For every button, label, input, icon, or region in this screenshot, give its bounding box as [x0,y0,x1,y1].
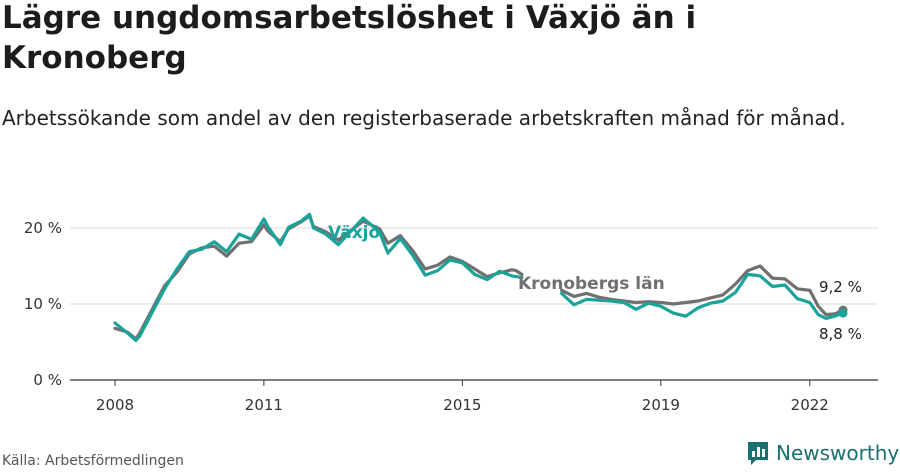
x-tick-label-2008: 2008 [96,396,134,414]
y-tick-label-10: 10 % [24,295,62,313]
y-tick-label-0: 0 % [33,371,62,389]
x-tick-label-2015: 2015 [443,396,481,414]
x-tick-label-2019: 2019 [642,396,680,414]
end-point-vaxjo [838,308,848,318]
series-label-kronoberg: Kronobergs län [518,274,665,294]
x-tick-label-2022: 2022 [791,396,829,414]
end-label-vaxjo: 8,8 % [819,325,862,343]
y-tick-label-20: 20 % [24,219,62,237]
end-label-kronoberg: 9,2 % [819,278,862,296]
chart-title: Lägre ungdomsarbetslöshet i Växjö än i K… [2,0,697,76]
chart-subtitle: Arbetssökande som andel av den registerb… [2,106,846,130]
x-tick-label-2011: 2011 [245,396,283,414]
brand-logo: Newsworthy [746,440,899,466]
source-note: Källa: Arbetsförmedlingen [2,453,184,469]
brand-name: Newsworthy [776,441,900,465]
series-line-vaxjo [113,212,845,343]
newsworthy-logo-icon [748,442,768,465]
series-label-vaxjo: Växjö [328,223,380,243]
